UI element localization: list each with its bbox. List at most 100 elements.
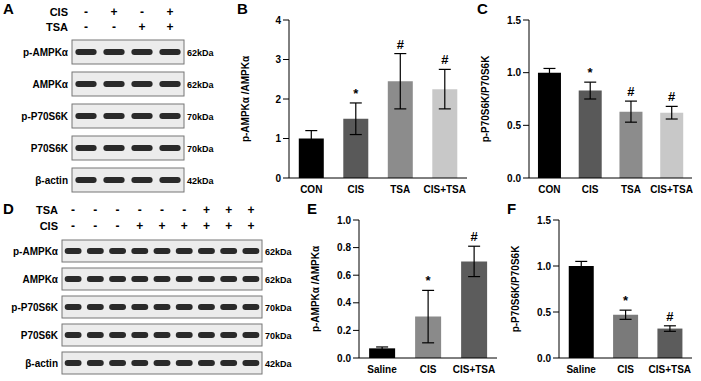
svg-text:+: +: [203, 219, 210, 233]
svg-text:+: +: [110, 5, 117, 19]
svg-text:2: 2: [275, 94, 281, 105]
svg-text:70kDa: 70kDa: [187, 144, 215, 154]
svg-text:A: A: [3, 0, 14, 17]
svg-text:CON: CON: [538, 184, 560, 195]
svg-text:TSA: TSA: [621, 184, 641, 195]
svg-text:TSA: TSA: [46, 21, 68, 33]
svg-text:P70S6K: P70S6K: [21, 330, 59, 341]
svg-text:CIS: CIS: [420, 364, 437, 375]
svg-text:0.0: 0.0: [507, 173, 521, 184]
svg-text:0: 0: [275, 173, 281, 184]
svg-text:p-AMPKα: p-AMPKα: [13, 246, 59, 257]
svg-text:-: -: [93, 203, 97, 217]
svg-text:p-P70S6K/P70S6K: p-P70S6K/P70S6K: [510, 245, 521, 332]
svg-text:1.5: 1.5: [537, 215, 551, 226]
svg-text:0.0: 0.0: [337, 353, 351, 364]
svg-text:62kDa: 62kDa: [187, 80, 215, 90]
svg-text:70kDa: 70kDa: [265, 303, 293, 313]
svg-text:Saline: Saline: [367, 364, 397, 375]
svg-text:-: -: [182, 203, 186, 217]
svg-text:-: -: [112, 20, 116, 34]
svg-text:-: -: [84, 5, 88, 19]
svg-text:+: +: [166, 20, 173, 34]
svg-text:#: #: [668, 89, 676, 104]
svg-text:-: -: [116, 203, 120, 217]
svg-text:#: #: [627, 84, 635, 99]
svg-text:0.2: 0.2: [337, 325, 351, 336]
svg-text:D: D: [3, 200, 14, 217]
svg-text:1.0: 1.0: [337, 215, 351, 226]
svg-text:*: *: [425, 273, 431, 288]
svg-text:1.0: 1.0: [507, 67, 521, 78]
svg-text:-: -: [116, 219, 120, 233]
svg-text:1.5: 1.5: [507, 15, 521, 26]
svg-text:AMPKα: AMPKα: [32, 79, 68, 90]
svg-text:p-AMPKα: p-AMPKα: [23, 47, 69, 58]
svg-text:+: +: [158, 219, 165, 233]
svg-text:-: -: [84, 20, 88, 34]
svg-text:62kDa: 62kDa: [265, 275, 293, 285]
svg-text:#: #: [397, 37, 405, 52]
svg-text:CIS+TSA: CIS+TSA: [649, 364, 692, 375]
svg-text:Saline: Saline: [566, 364, 596, 375]
svg-text:#: #: [441, 52, 449, 67]
svg-text:TSA: TSA: [390, 184, 410, 195]
svg-text:p-P70S6K/P70S6K: p-P70S6K/P70S6K: [480, 55, 491, 142]
svg-text:CIS: CIS: [617, 364, 634, 375]
svg-text:-: -: [160, 203, 164, 217]
svg-text:CIS: CIS: [347, 184, 364, 195]
svg-text:p-AMPKα /AMPKα: p-AMPKα /AMPKα: [240, 55, 251, 142]
svg-text:0.8: 0.8: [337, 242, 351, 253]
svg-text:+: +: [136, 219, 143, 233]
svg-text:CIS: CIS: [40, 220, 58, 232]
svg-text:CIS: CIS: [582, 184, 599, 195]
svg-text:#: #: [470, 229, 478, 244]
svg-text:*: *: [623, 293, 629, 308]
svg-text:TSA: TSA: [36, 204, 58, 216]
svg-text:+: +: [247, 219, 254, 233]
html-text:B: B: [237, 0, 248, 17]
svg-text:42kDa: 42kDa: [187, 176, 215, 186]
svg-text:#: #: [666, 309, 674, 324]
svg-text:CIS+TSA: CIS+TSA: [650, 184, 693, 195]
svg-text:62kDa: 62kDa: [187, 48, 215, 58]
svg-text:*: *: [588, 65, 594, 80]
svg-text:-: -: [71, 219, 75, 233]
svg-text:p-P70S6K: p-P70S6K: [11, 302, 58, 313]
svg-text:β-actin: β-actin: [25, 358, 58, 369]
svg-text:0.6: 0.6: [337, 270, 351, 281]
svg-text:+: +: [225, 203, 232, 217]
svg-text:0.5: 0.5: [537, 307, 551, 318]
svg-text:3: 3: [275, 54, 281, 65]
svg-text:62kDa: 62kDa: [265, 247, 293, 257]
svg-text:-: -: [93, 219, 97, 233]
svg-text:0.0: 0.0: [537, 353, 551, 364]
svg-text:4: 4: [275, 15, 281, 26]
svg-text:+: +: [203, 203, 210, 217]
svg-text:+: +: [247, 203, 254, 217]
svg-text:*: *: [353, 86, 359, 101]
svg-text:CIS+TSA: CIS+TSA: [423, 184, 466, 195]
svg-text:1: 1: [275, 133, 281, 144]
svg-text:42kDa: 42kDa: [265, 359, 293, 369]
svg-text:CIS: CIS: [50, 6, 68, 18]
svg-text:1.0: 1.0: [537, 261, 551, 272]
svg-text:+: +: [166, 5, 173, 19]
svg-text:P70S6K: P70S6K: [31, 143, 69, 154]
svg-text:+: +: [225, 219, 232, 233]
svg-text:70kDa: 70kDa: [187, 112, 215, 122]
svg-text:+: +: [181, 219, 188, 233]
svg-text:0.5: 0.5: [507, 120, 521, 131]
svg-text:-: -: [138, 203, 142, 217]
svg-text:p-P70S6K: p-P70S6K: [21, 111, 68, 122]
svg-text:0.4: 0.4: [337, 297, 351, 308]
svg-text:-: -: [71, 203, 75, 217]
svg-text:AMPKα: AMPKα: [22, 274, 58, 285]
svg-text:70kDa: 70kDa: [265, 331, 293, 341]
svg-text:CIS+TSA: CIS+TSA: [453, 364, 496, 375]
svg-text:+: +: [138, 20, 145, 34]
svg-text:-: -: [140, 5, 144, 19]
svg-text:β-actin: β-actin: [35, 175, 68, 186]
svg-text:p-AMPKα /AMPKα: p-AMPKα /AMPKα: [310, 245, 321, 332]
svg-text:CON: CON: [300, 184, 322, 195]
